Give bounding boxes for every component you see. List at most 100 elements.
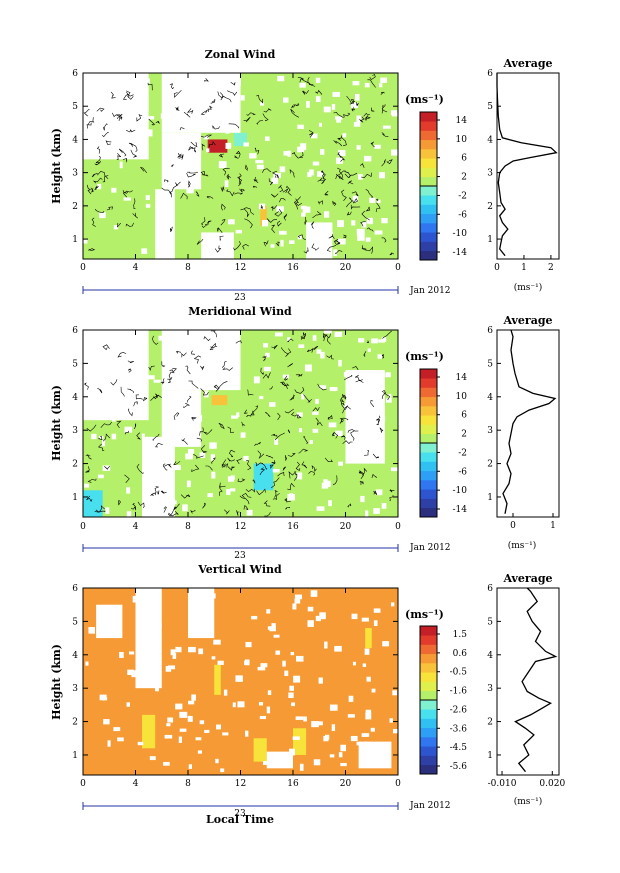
- missing-data-cell: [103, 632, 109, 636]
- missing-data-cell: [221, 103, 228, 109]
- missing-data-cell: [313, 759, 321, 766]
- missing-data-cell: [147, 375, 155, 380]
- y-tick-label: 4: [72, 651, 78, 661]
- missing-data-cell: [245, 730, 249, 737]
- colorbar-tick-label: -2.6: [450, 705, 468, 715]
- missing-data-cell: [347, 385, 353, 393]
- y-tick-label: 2: [72, 202, 78, 212]
- missing-data-cell: [315, 398, 319, 404]
- profile-title: Average: [502, 314, 552, 327]
- profile-line: [502, 329, 557, 514]
- missing-data-cell: [356, 145, 361, 150]
- missing-data-cell: [392, 690, 398, 696]
- missing-data-cell: [309, 440, 313, 445]
- missing-data-cell: [259, 715, 267, 720]
- missing-data-cell: [111, 433, 117, 440]
- heatmap-patch: [83, 490, 103, 517]
- missing-data-cell: [392, 729, 400, 734]
- missing-data-cell: [352, 195, 359, 203]
- y-ticks: 1 2 3 4 5 6: [72, 69, 398, 245]
- missing-data-cell: [328, 500, 332, 507]
- heatmap-field: [83, 330, 398, 518]
- profile-y-tick-label: 6: [487, 69, 493, 79]
- missing-data-cell: [272, 469, 280, 473]
- missing-data-cell: [364, 82, 370, 88]
- missing-data-cell: [390, 602, 395, 607]
- missing-data-cell: [207, 493, 213, 498]
- colorbar-swatch: [420, 149, 437, 159]
- missing-data-cell: [211, 89, 216, 97]
- missing-data-cell: [113, 225, 119, 230]
- missing-data-cell: [127, 669, 134, 675]
- profile-ticks: 1 2 3 4 5 6 0 1 2: [487, 69, 554, 273]
- missing-data-cell: [126, 487, 131, 494]
- colorbar-swatch: [420, 461, 437, 472]
- missing-data-cell: [379, 172, 386, 179]
- missing-data-cell: [316, 349, 322, 354]
- missing-data-region: [188, 588, 215, 639]
- missing-data-cell: [105, 605, 113, 609]
- missing-data-cell: [391, 149, 398, 156]
- missing-data-cell: [258, 702, 264, 706]
- heatmap-patch: [293, 728, 307, 755]
- missing-data-cell: [274, 332, 283, 337]
- missing-data-cell: [102, 439, 106, 447]
- missing-data-cell: [312, 161, 320, 166]
- missing-data-cell: [137, 741, 144, 746]
- missing-data-cell: [100, 81, 104, 87]
- missing-data-cell: [195, 737, 202, 741]
- missing-data-cell: [365, 237, 371, 242]
- missing-data-cell: [182, 342, 187, 349]
- x-tick-label: 4: [133, 779, 139, 789]
- colorbar-swatch: [420, 195, 437, 205]
- x-tick-label: 0: [395, 522, 401, 532]
- missing-data-cell: [276, 206, 284, 212]
- x-tick-label: 8: [185, 779, 191, 789]
- profile-y-tick-label: 4: [487, 135, 493, 145]
- missing-data-cell: [199, 720, 205, 725]
- missing-data-cell: [99, 435, 104, 440]
- missing-data-cell: [113, 727, 121, 732]
- missing-data-cell: [130, 407, 134, 412]
- missing-data-cell: [237, 701, 245, 708]
- missing-data-region: [161, 330, 241, 391]
- heatmap-field: [83, 588, 400, 775]
- colorbar-tick-label: 2: [461, 430, 467, 440]
- missing-data-cell: [93, 104, 101, 111]
- missing-data-cell: [243, 455, 249, 462]
- missing-data-cell: [350, 102, 359, 109]
- missing-data-cell: [187, 715, 193, 722]
- colorbar-swatch: [420, 378, 437, 388]
- missing-data-cell: [335, 157, 343, 164]
- missing-data-cell: [217, 660, 224, 665]
- y-tick-label: 6: [72, 326, 78, 336]
- missing-data-cell: [237, 78, 241, 86]
- x-tick-label: 12: [235, 779, 246, 789]
- missing-data-cell: [93, 405, 99, 410]
- missing-data-cell: [357, 234, 365, 241]
- missing-data-cell: [99, 212, 106, 219]
- date-label: 23: [234, 809, 246, 819]
- date-suffix: Jan 2012: [409, 286, 451, 296]
- missing-data-cell: [135, 87, 141, 93]
- missing-data-region: [161, 73, 241, 133]
- missing-data-cell: [352, 661, 356, 666]
- colorbar: 1.5 0.6 -0.5 -1.6 -2.6 -3.6 -4.5 -5.6: [419, 625, 468, 775]
- colorbar-swatch: [420, 663, 437, 673]
- missing-data-cell: [163, 761, 170, 766]
- missing-data-cell: [356, 741, 361, 746]
- heatmap-patch: [253, 738, 267, 762]
- panel-title: Vertical Wind: [197, 563, 282, 576]
- missing-data-cell: [301, 212, 306, 217]
- missing-data-cell: [279, 762, 284, 766]
- missing-data-cell: [185, 453, 193, 460]
- missing-data-cell: [343, 371, 349, 378]
- missing-data-cell: [91, 341, 98, 347]
- missing-data-cell: [389, 718, 393, 723]
- colorbar-swatch: [420, 232, 437, 242]
- missing-data-cell: [378, 339, 385, 343]
- profile-y-tick-label: 3: [487, 684, 493, 694]
- missing-data-cell: [269, 402, 276, 407]
- missing-data-cell: [279, 230, 287, 235]
